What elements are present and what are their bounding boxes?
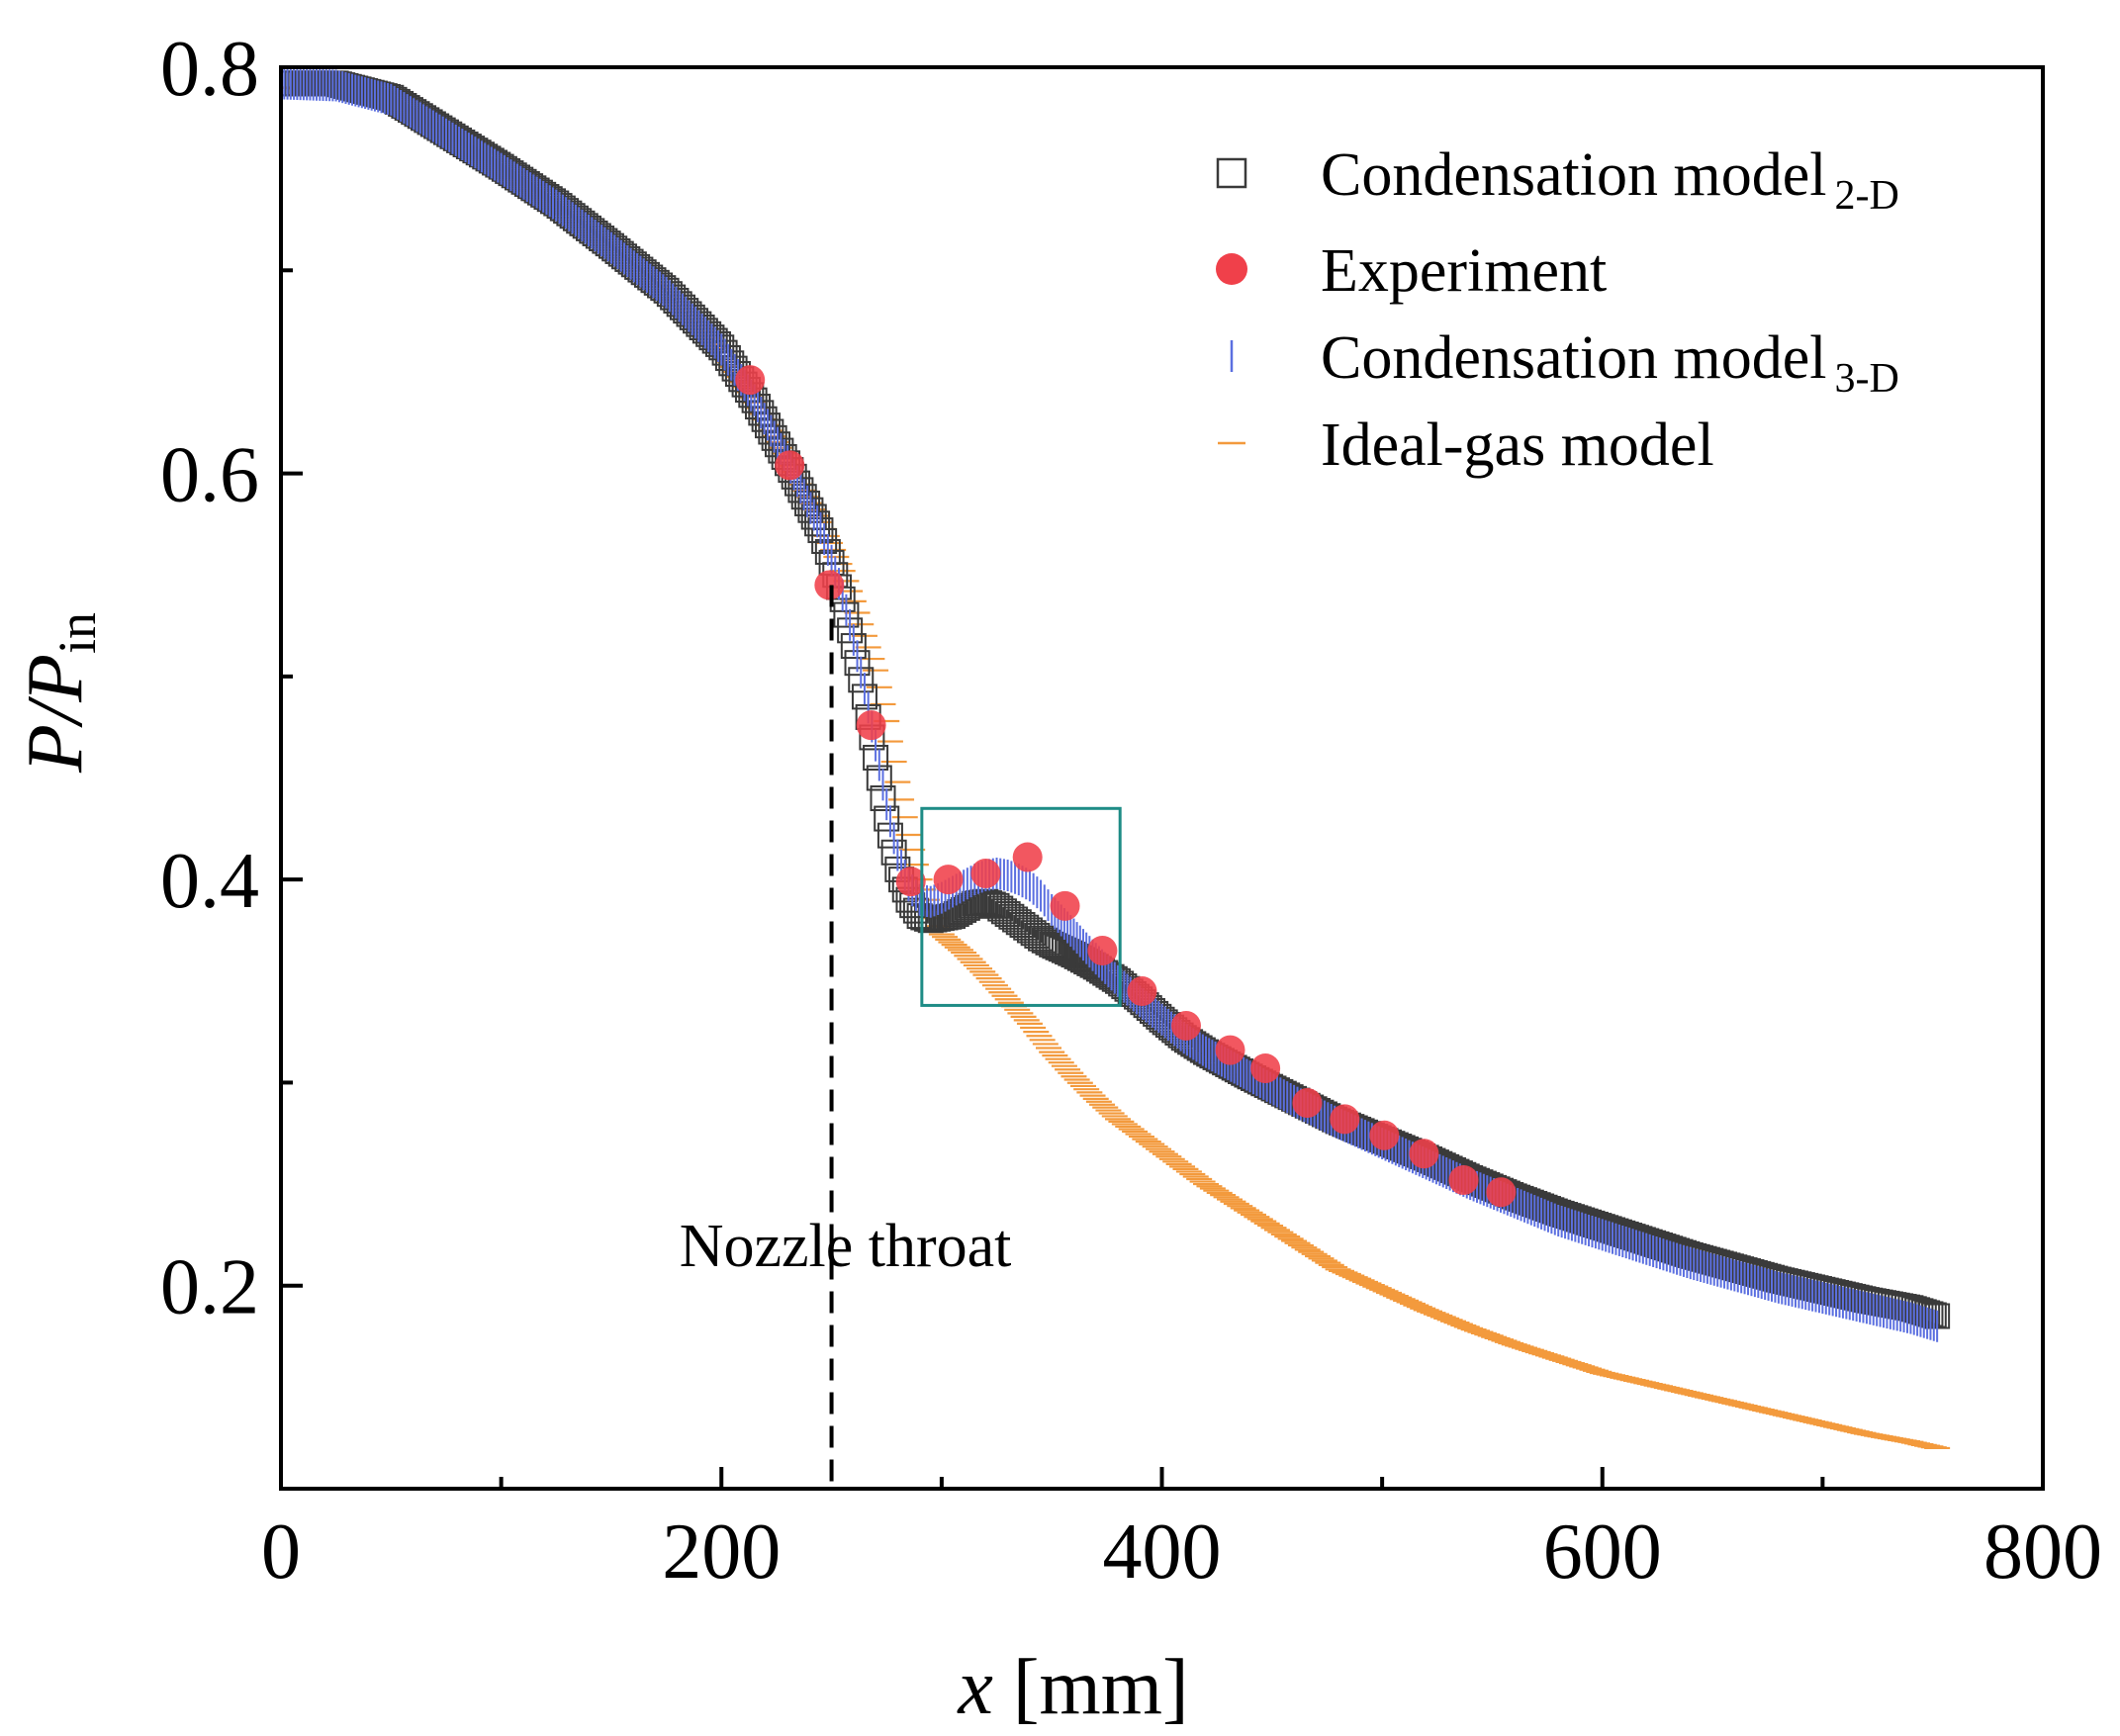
legend-label-main: Condensation model <box>1321 141 1826 209</box>
y-tick-label: 0.4 <box>160 838 259 925</box>
experiment-point <box>1127 976 1157 1007</box>
experiment-point <box>1250 1053 1281 1084</box>
legend-circle-marker <box>1216 253 1247 285</box>
legend-item: Condensation model 2-D <box>1216 141 1899 219</box>
highlight-box <box>920 806 1122 1007</box>
legend-item: Condensation model 3-D <box>1230 324 1899 402</box>
x-tick-label: 0 <box>261 1508 301 1596</box>
legend-label: Condensation model 2-D <box>1321 141 1899 219</box>
legend-label: Condensation model 3-D <box>1321 324 1899 402</box>
experiment-point <box>1486 1177 1517 1208</box>
experiment-point <box>933 865 964 895</box>
experiment-point <box>856 710 886 741</box>
x-tick-label: 400 <box>1103 1508 1222 1596</box>
plot-data-layer <box>281 67 1951 1450</box>
legend-label: Ideal-gas model <box>1321 411 1714 479</box>
experiment-point <box>970 858 1001 888</box>
experiment-point <box>1292 1087 1323 1118</box>
x-tick-label: 600 <box>1543 1508 1662 1596</box>
experiment-point <box>895 867 926 897</box>
experiment-point <box>1087 935 1118 965</box>
experiment-point <box>1448 1164 1479 1195</box>
y-axis-label: P/Pin <box>12 612 107 774</box>
experiment-point <box>1330 1104 1360 1135</box>
y-tick-label: 0.6 <box>160 432 259 519</box>
legend-item: Ideal-gas model <box>1218 411 1714 479</box>
y-tick-label: 0.2 <box>160 1244 259 1331</box>
x-tick-label: 200 <box>662 1508 781 1596</box>
series-experiment <box>735 365 1517 1208</box>
legend-label-main: Condensation model <box>1321 324 1826 392</box>
condensation-2d-marker <box>1035 929 1061 956</box>
legend-label-main: Experiment <box>1321 237 1607 305</box>
y-tick-label: 0.8 <box>160 26 259 113</box>
experiment-point <box>1012 842 1043 872</box>
experiment-point <box>1170 1010 1201 1041</box>
experiment-point <box>1050 890 1080 921</box>
legend-label: Experiment <box>1321 237 1607 305</box>
experiment-point <box>1409 1139 1439 1169</box>
experiment-point <box>814 570 845 600</box>
condensation-2d-marker <box>281 70 294 97</box>
legend-item: Experiment <box>1216 237 1607 305</box>
experiment-point <box>775 450 805 481</box>
series-condensation-3d <box>281 67 1939 1342</box>
x-tick-label: 800 <box>1983 1508 2102 1596</box>
experiment-point <box>1215 1035 1245 1065</box>
axes-layer: 0 200 400 600 800 0.2 0.4 0.6 0.8 <box>160 26 2102 1596</box>
x-axis-label: x [mm] <box>957 1644 1188 1731</box>
legend-label-sub: 3-D <box>1834 356 1898 402</box>
experiment-point <box>735 365 766 396</box>
series-condensation-2d <box>281 70 1951 1329</box>
nozzle-throat-label: Nozzle throat <box>680 1213 1012 1280</box>
legend-square-marker <box>1216 157 1247 189</box>
legend-label-sub: 2-D <box>1834 173 1898 219</box>
annotation-layer: Nozzle throat <box>680 585 1122 1489</box>
legend-label-main: Ideal-gas model <box>1321 411 1714 479</box>
experiment-point <box>1369 1120 1400 1150</box>
legend: Condensation model 2-DExperimentCondensat… <box>1216 141 1899 479</box>
